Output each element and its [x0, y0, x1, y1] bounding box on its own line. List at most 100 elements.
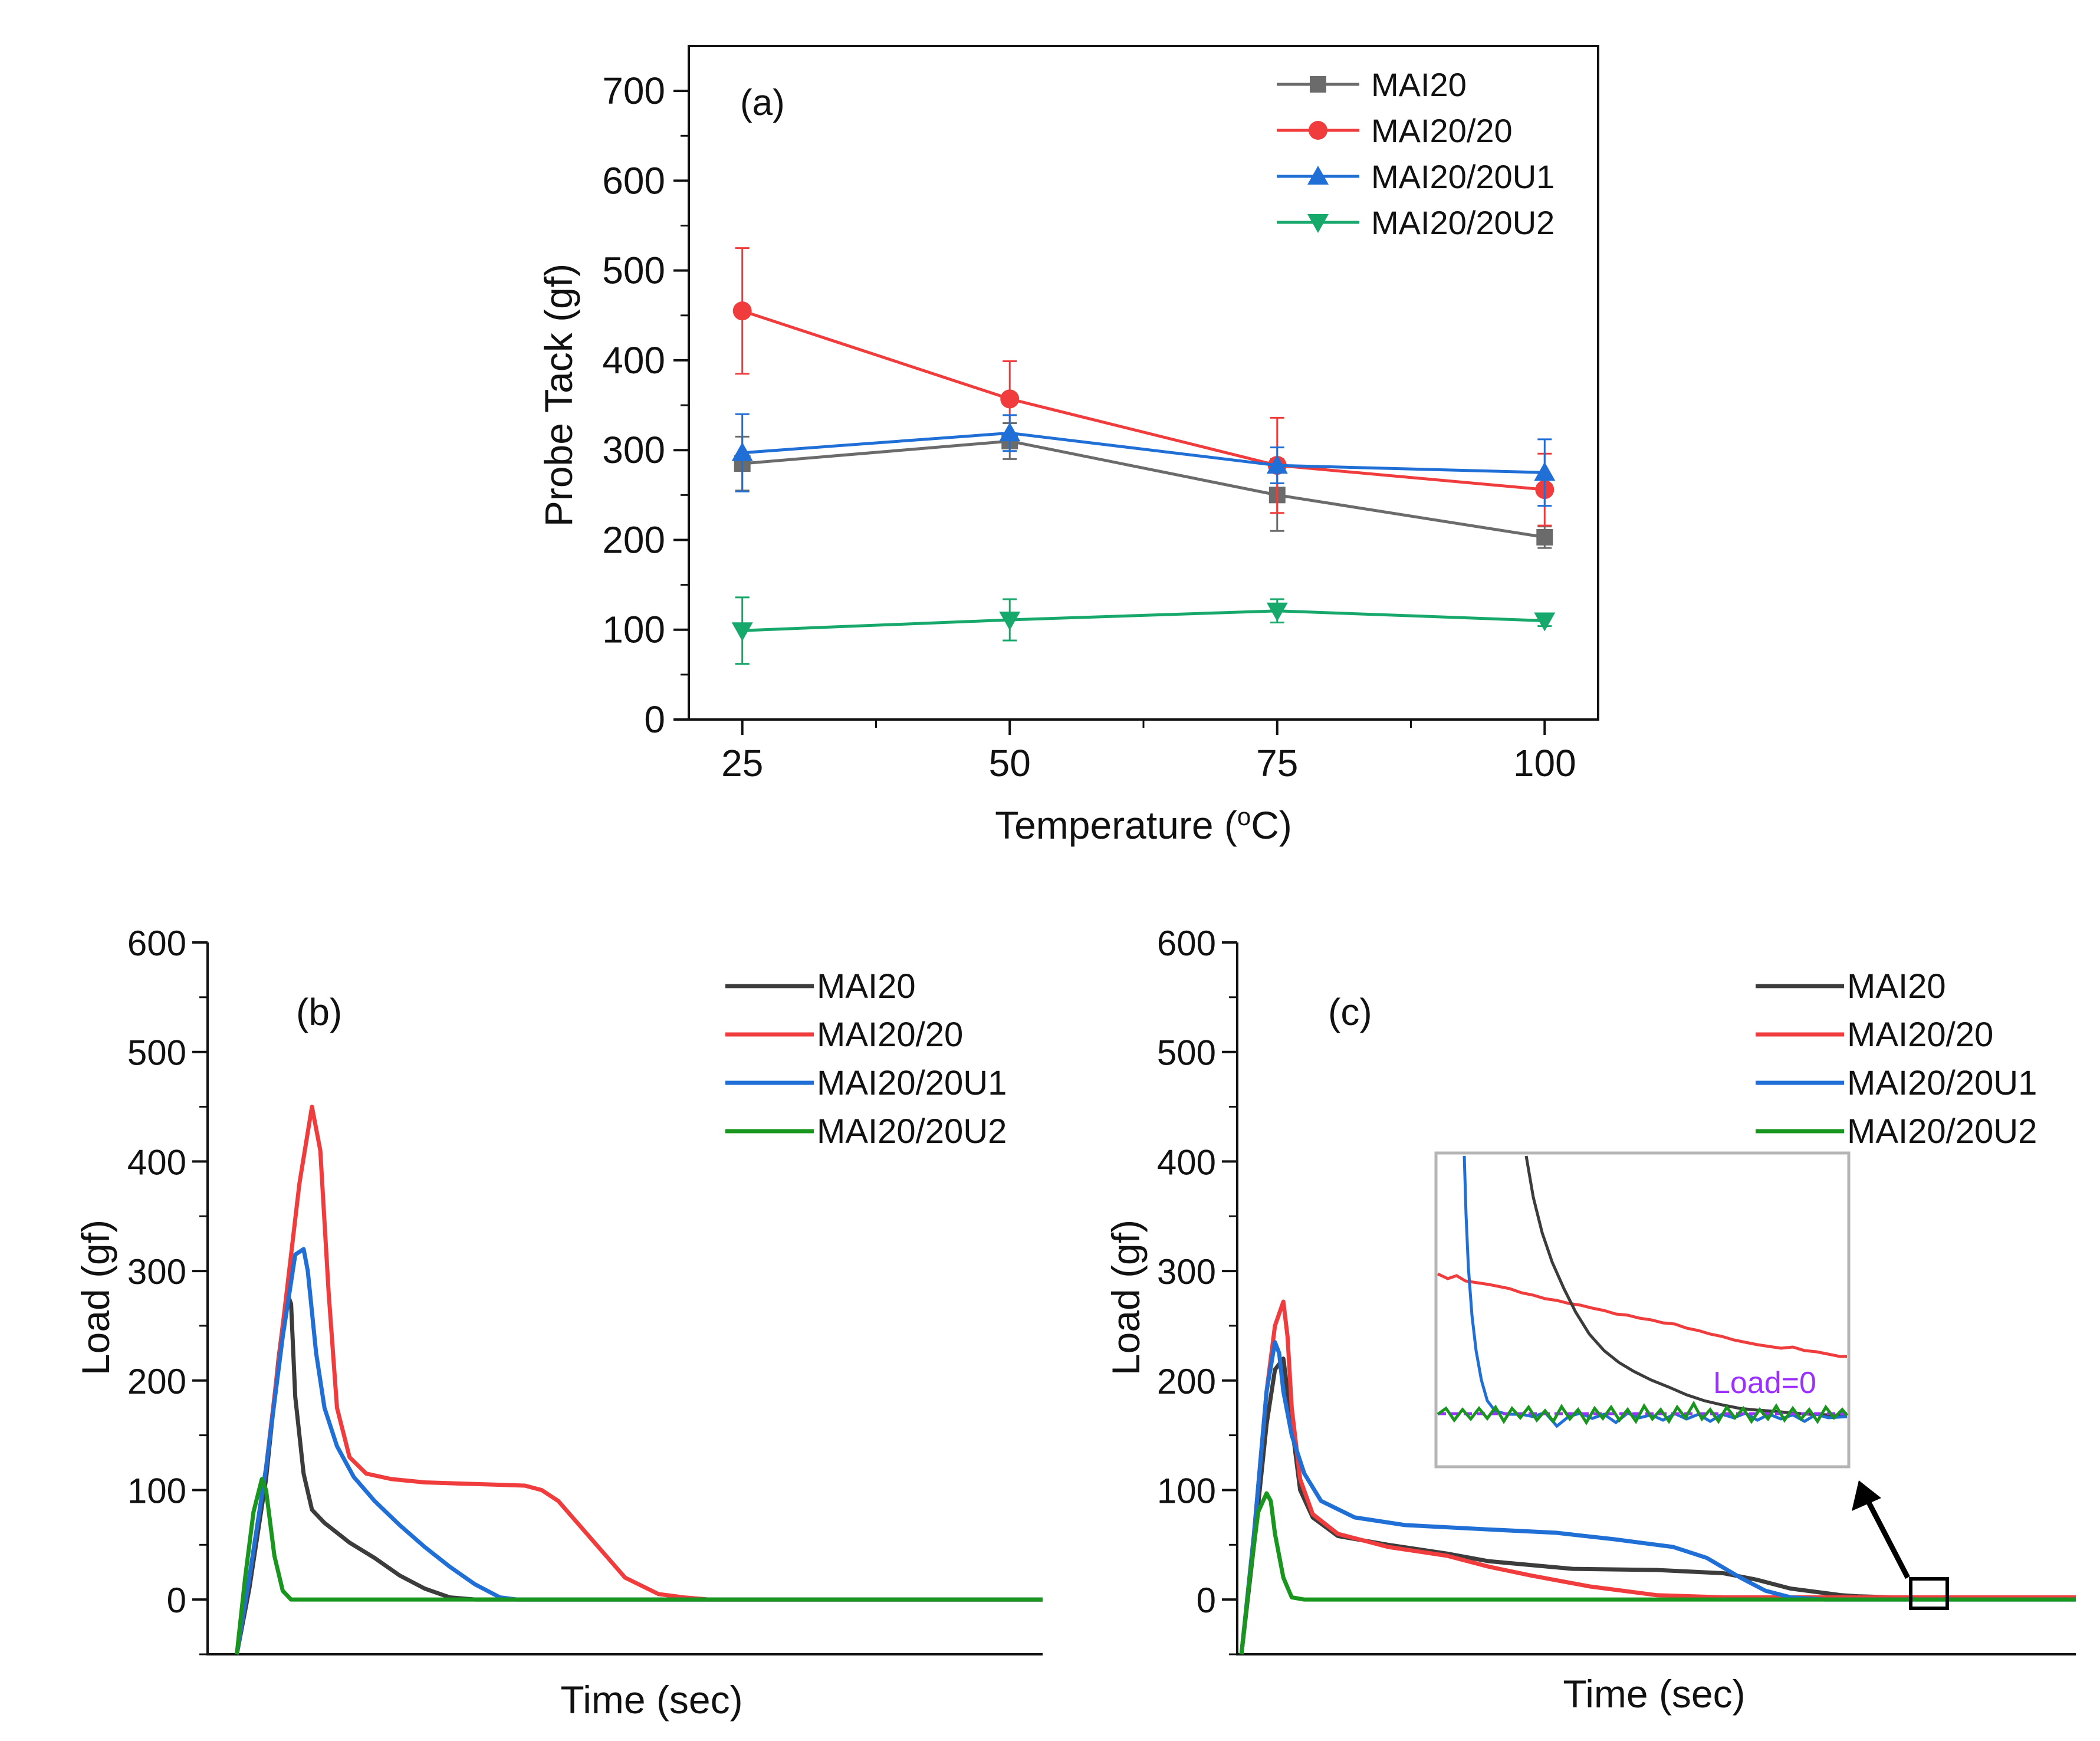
panel-a-y-tick-label: 400 — [602, 339, 665, 382]
panel-b-y-tick-label: 100 — [127, 1471, 186, 1510]
panel-a-x-tick-label: 25 — [721, 742, 763, 784]
panel-b-y-tick-label: 300 — [127, 1252, 186, 1292]
panel-a-series — [731, 247, 1556, 665]
series-line-mai20-20 — [1239, 1299, 2076, 1655]
series-line-mai20-20u2 — [1239, 1491, 2076, 1655]
panel-b-chart: (b) Load (gf) Time (sec) 0 100 200 300 400 50… — [74, 924, 1043, 1722]
panel-c-y-tick-label: 300 — [1157, 1252, 1216, 1292]
data-point — [1536, 528, 1553, 546]
inset-frame — [1434, 1151, 1851, 1469]
panel-a-x-axis-label: Temperature (oC) — [995, 803, 1292, 847]
panel-a-label: (a) — [740, 83, 785, 123]
legend-label-mai20-20u2: MAI20/20U2 — [817, 1112, 1007, 1151]
panel-c-label: (c) — [1328, 991, 1372, 1033]
series-mai20-20u2 — [731, 596, 1556, 665]
panel-c-y-tick-label: 200 — [1157, 1362, 1216, 1401]
panel-b-y-tick-label: 200 — [127, 1362, 186, 1401]
legend-label-mai20-20u2: MAI20/20U2 — [1847, 1112, 2037, 1151]
zoom-arrow-head — [1852, 1480, 1881, 1511]
data-point — [1266, 602, 1288, 622]
series-line-mai20-20u2 — [742, 609, 1545, 632]
panel-a-x-tick-label: 100 — [1513, 742, 1576, 784]
data-point — [1000, 389, 1020, 409]
series-line-mai20-20u1 — [742, 431, 1545, 474]
data-point — [731, 442, 753, 461]
panel-a-y-tick-label: 0 — [644, 698, 665, 741]
legend-label-mai20: MAI20 — [817, 967, 916, 1006]
panel-b-y-tick-label: 500 — [127, 1033, 186, 1073]
zoom-arrow-line — [1864, 1496, 1910, 1579]
legend-label-mai20-20: MAI20/20 — [817, 1016, 963, 1054]
data-point — [999, 611, 1021, 630]
panel-a-y-tick-label: 200 — [602, 518, 665, 561]
legend-label-mai20-20u1: MAI20/20U1 — [1371, 158, 1555, 195]
series-line-mai20-20 — [235, 1105, 1043, 1655]
panel-a-x-axis-label-tail: C) — [1251, 803, 1292, 847]
series-line-mai20 — [742, 439, 1545, 539]
panel-c-y-tick-label: 400 — [1157, 1142, 1216, 1182]
series-line-mai20-20u1 — [235, 1247, 1043, 1655]
legend-marker-mai20-20u1 — [1307, 166, 1329, 185]
panel-c-y-tick-label: 0 — [1197, 1581, 1216, 1620]
panel-c-inset: Load=0 — [1434, 1151, 1851, 1469]
legend-marker-mai20 — [1310, 76, 1326, 93]
data-point — [1266, 455, 1288, 474]
data-point — [732, 301, 752, 321]
panel-b-y-tick-label: 0 — [167, 1581, 186, 1620]
panel-a-chart: (a) Probe Tack (gf) Temperature (oC) 0 10… — [537, 45, 1599, 847]
panel-b-legend: MAI20 MAI20/20 MAI20/20U1 MAI20/20U2 — [725, 967, 1007, 1151]
data-point — [999, 422, 1021, 442]
panel-a-x-tick-label: 50 — [989, 742, 1031, 784]
panel-c-y-tick-label: 600 — [1157, 924, 1216, 963]
panel-b-axes: 0 100 200 300 400 500 600 — [127, 924, 208, 1655]
legend-label-mai20-20: MAI20/20 — [1847, 1016, 1993, 1054]
inset-load-zero-label: Load=0 — [1713, 1366, 1816, 1400]
legend-label-mai20: MAI20 — [1847, 967, 1946, 1006]
series-mai20-20u1 — [731, 413, 1556, 507]
inset-curve-mai20-20 — [1437, 1272, 1847, 1358]
panel-b-y-tick-label: 400 — [127, 1142, 186, 1182]
panel-a-y-tick-label: 500 — [602, 249, 665, 292]
panel-a-x-axis-label-sup: o — [1237, 803, 1251, 830]
series-line-mai20-20u2 — [235, 1477, 1043, 1655]
legend-label-mai20-20u2: MAI20/20U2 — [1371, 204, 1555, 241]
panel-c-series — [1239, 1299, 2076, 1655]
panel-b-x-axis-label: Time (sec) — [560, 1678, 742, 1722]
series-line-mai20-20u1 — [1239, 1340, 2076, 1655]
panel-a-y-axis-label: Probe Tack (gf) — [537, 264, 580, 527]
data-point — [1534, 462, 1556, 481]
panel-c-chart: (c) Load (gf) Time (sec) 0 100 200 300 400 50… — [1104, 924, 2076, 1716]
series-mai20-20 — [732, 247, 1555, 527]
panel-c-legend: MAI20 MAI20/20 MAI20/20U1 MAI20/20U2 — [1756, 967, 2037, 1151]
data-point — [1534, 612, 1556, 632]
panel-b-y-axis-label: Load (gf) — [74, 1220, 117, 1375]
panel-c-y-tick-label: 100 — [1157, 1471, 1216, 1510]
panel-b-y-tick-label: 600 — [127, 924, 186, 963]
legend-label-mai20: MAI20 — [1371, 66, 1467, 103]
panel-c-axes: 0 100 200 300 400 500 600 — [1157, 924, 1237, 1655]
legend-label-mai20-20: MAI20/20 — [1371, 112, 1513, 149]
legend-label-mai20-20u1: MAI20/20U1 — [1847, 1064, 2037, 1102]
legend-marker-mai20-20 — [1309, 121, 1327, 140]
panel-b-label: (b) — [296, 991, 342, 1033]
zoom-box — [1909, 1577, 1949, 1610]
panel-a-y-tick-label: 600 — [602, 159, 665, 202]
panel-a-x-tick-label: 75 — [1256, 742, 1298, 784]
data-point — [731, 622, 753, 642]
panel-a-axes: 0 100 200 300 400 500 600 700 25 50 75 100 — [602, 70, 1576, 784]
panel-a-y-tick-label: 300 — [602, 429, 665, 471]
inset-curve-mai20 — [1524, 1155, 1846, 1417]
panel-a-y-tick-label: 700 — [602, 70, 665, 112]
legend-label-mai20-20u1: MAI20/20U1 — [817, 1064, 1007, 1102]
panel-c-x-axis-label: Time (sec) — [1563, 1672, 1745, 1716]
inset-curve-mai20-20u2 — [1437, 1400, 1848, 1425]
series-mai20 — [734, 422, 1553, 549]
panel-a-legend: MAI20 MAI20/20 MAI20/20U1 MAI20/20U2 — [1277, 66, 1555, 241]
series-line-mai20-20 — [741, 309, 1545, 491]
panel-b-series — [235, 1105, 1043, 1655]
panel-a-y-tick-label: 100 — [602, 609, 665, 651]
legend-marker-mai20-20u2 — [1307, 214, 1329, 233]
panel-a-x-axis-label-main: Temperature ( — [995, 803, 1237, 847]
panel-c-y-axis-label: Load (gf) — [1104, 1220, 1148, 1375]
